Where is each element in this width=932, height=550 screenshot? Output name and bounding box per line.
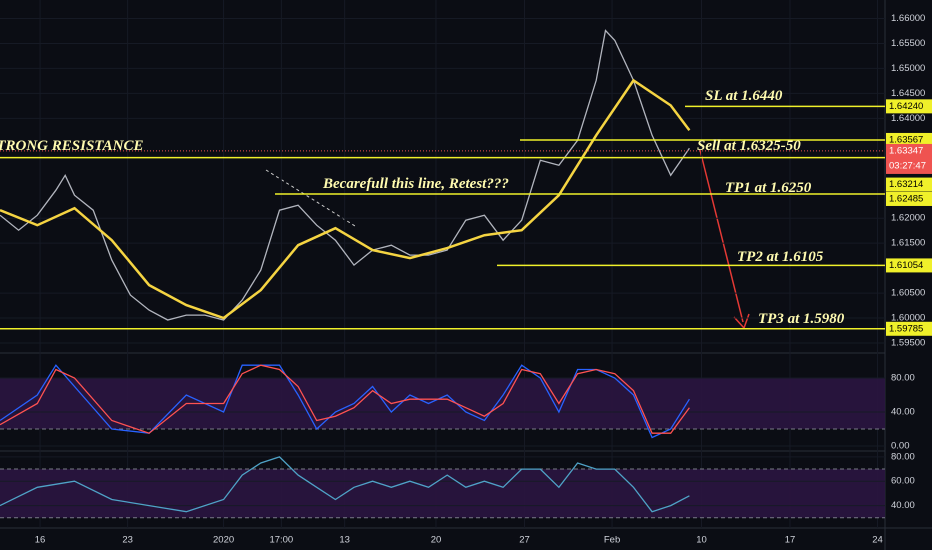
level-label: 1.62485 xyxy=(889,193,923,204)
x-tick-label: 2020 xyxy=(213,535,234,546)
series-line xyxy=(0,364,690,439)
y-tick-label: 1.60000 xyxy=(891,313,925,324)
y-tick-label: 80.00 xyxy=(891,372,915,383)
y-tick-label: 80.00 xyxy=(891,451,915,462)
series-line xyxy=(0,78,691,320)
band xyxy=(0,377,885,429)
level-label-box xyxy=(886,177,932,192)
level-label-box xyxy=(886,321,932,336)
level-label: 1.61054 xyxy=(889,260,923,271)
y-tick-label: 40.00 xyxy=(891,500,915,511)
level-label: 1.64240 xyxy=(889,101,923,112)
level-label-box xyxy=(886,258,932,273)
current-price-box xyxy=(886,143,932,174)
level-label-box xyxy=(886,99,932,114)
y-tick-label: 40.00 xyxy=(891,406,915,417)
y-tick-label: 1.62000 xyxy=(891,213,925,224)
x-tick-label: 13 xyxy=(339,535,350,546)
annotation: STRONG RESISTANCE xyxy=(0,138,143,154)
series-line xyxy=(0,29,690,321)
y-tick-label: 1.64000 xyxy=(891,113,925,124)
y-tick-label: 1.64500 xyxy=(891,88,925,99)
level-label: 1.63567 xyxy=(889,134,923,145)
x-tick-label: 10 xyxy=(696,535,707,546)
y-tick-label: 1.65000 xyxy=(891,63,925,74)
x-tick-label: 23 xyxy=(122,535,133,546)
annotation: Becarefull this line, Retest??? xyxy=(322,176,509,192)
series-line xyxy=(0,364,690,434)
x-tick-label: 17 xyxy=(785,535,796,546)
annotation: TP3 at 1.5980 xyxy=(758,311,845,327)
band xyxy=(0,469,885,518)
x-tick-label: Feb xyxy=(604,535,620,546)
y-tick-label: 1.61500 xyxy=(891,238,925,249)
annotation: TP1 at 1.6250 xyxy=(725,180,812,196)
level-label-box xyxy=(886,132,932,147)
y-tick-label: 1.59500 xyxy=(891,338,925,349)
annotation: SL at 1.6440 xyxy=(705,88,783,104)
annotation: TP2 at 1.6105 xyxy=(737,249,824,265)
x-tick-label: 16 xyxy=(35,535,46,546)
x-tick-label: 27 xyxy=(519,535,530,546)
x-tick-label: 17:00 xyxy=(269,535,293,546)
annotation: Sell at 1.6325-50 xyxy=(697,138,801,154)
y-tick-label: 60.00 xyxy=(891,476,915,487)
y-tick-label: 0.00 xyxy=(891,441,910,452)
level-label: 1.59785 xyxy=(889,323,923,334)
series-line xyxy=(0,456,690,513)
current-price-label: 1.63347 xyxy=(889,145,923,156)
x-tick-label: 24 xyxy=(872,535,883,546)
x-tick-label: 20 xyxy=(431,535,442,546)
arrow-head xyxy=(733,313,750,330)
y-tick-label: 1.60500 xyxy=(891,288,925,299)
countdown: 03:27:47 xyxy=(889,160,926,171)
y-tick-label: 1.66000 xyxy=(891,13,925,24)
y-tick-label: 1.65500 xyxy=(891,38,925,49)
level-label-box xyxy=(886,191,932,206)
level-label: 1.63214 xyxy=(889,179,923,190)
